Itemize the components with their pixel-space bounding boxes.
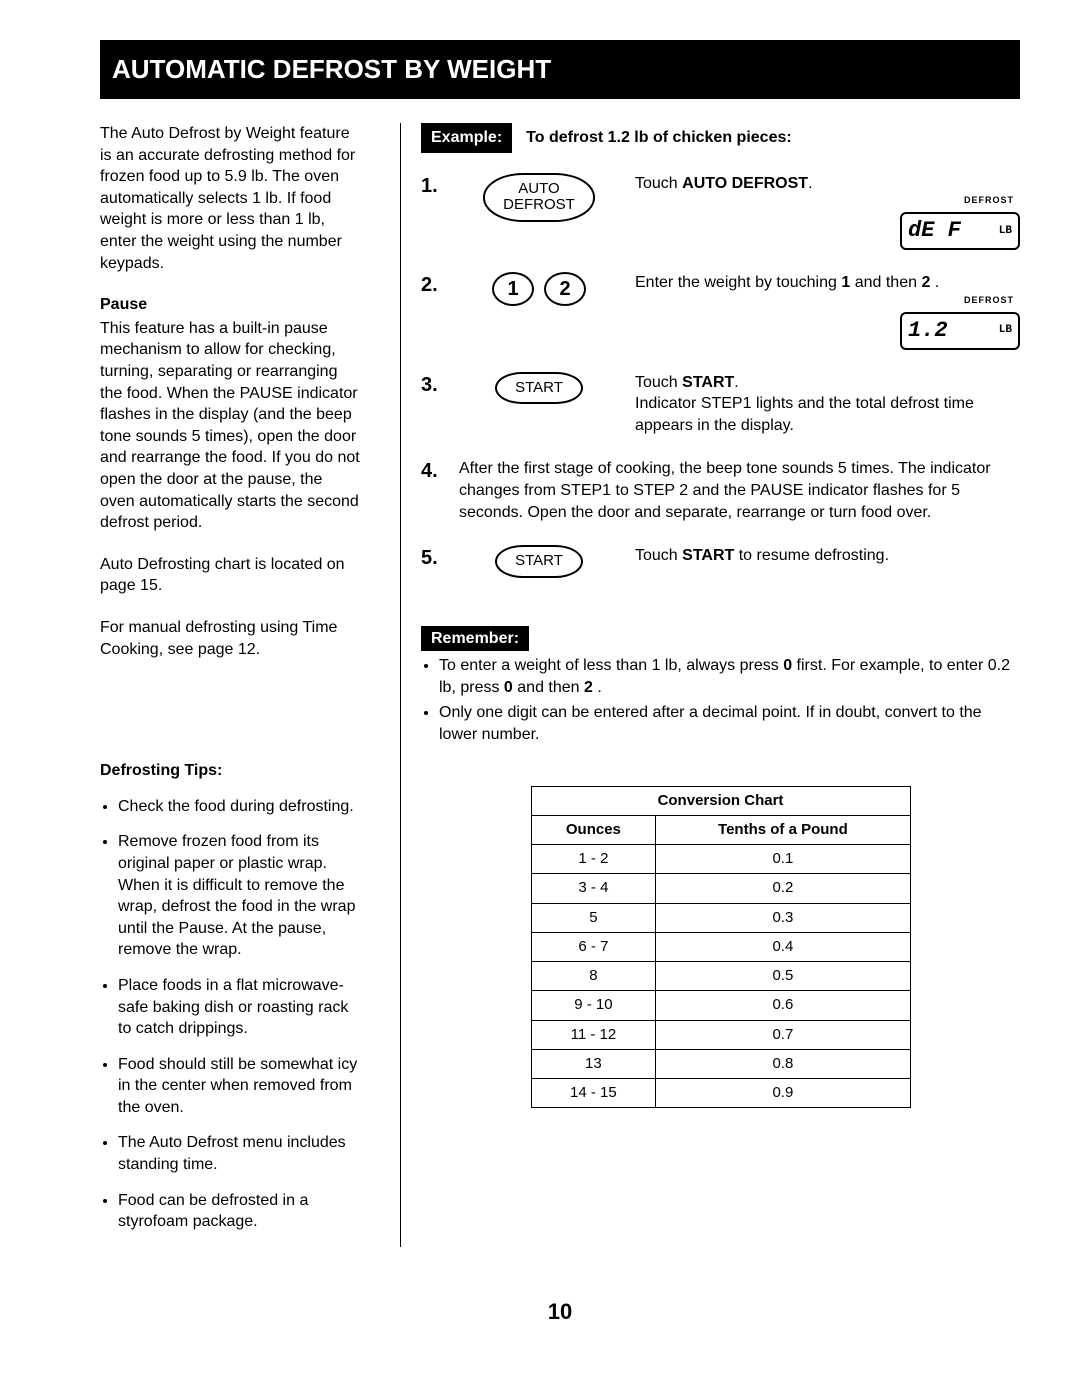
- step2-b1: 1: [841, 274, 850, 291]
- cell: 11 - 12: [531, 1020, 656, 1049]
- cell: 1 - 2: [531, 845, 656, 874]
- table-row: 11 - 120.7: [531, 1020, 910, 1049]
- step1-bold: AUTO DEFROST: [682, 175, 808, 192]
- step3-desc: Indicator STEP1 lights and the total def…: [635, 393, 1020, 436]
- step5-text2: to resume defrosting.: [734, 547, 889, 564]
- cell: 0.4: [656, 932, 910, 961]
- tip-item: The Auto Defrost menu includes standing …: [118, 1132, 360, 1175]
- cell: 0.6: [656, 991, 910, 1020]
- right-column: Example: To defrost 1.2 lb of chicken pi…: [400, 123, 1020, 1247]
- tip-item: Food should still be somewhat icy in the…: [118, 1054, 360, 1119]
- step-number: 3.: [421, 372, 443, 399]
- keypad-1-button[interactable]: 1: [492, 272, 534, 306]
- left-column: The Auto Defrost by Weight feature is an…: [100, 123, 360, 1247]
- example-label: Example:: [421, 123, 512, 153]
- cell: 0.8: [656, 1049, 910, 1078]
- remember-item: To enter a weight of less than 1 lb, alw…: [439, 655, 1020, 698]
- start-button[interactable]: START: [495, 545, 583, 578]
- table-row: 9 - 100.6: [531, 991, 910, 1020]
- display-box: 1.2 LB: [900, 312, 1020, 350]
- pause-text: This feature has a built-in pause mechan…: [100, 318, 360, 534]
- page-title: AUTOMATIC DEFROST BY WEIGHT: [100, 40, 1020, 99]
- conv-header-tenths: Tenths of a Pound: [656, 815, 910, 844]
- step3-bold: START: [682, 374, 734, 391]
- tip-item: Check the food during defrosting.: [118, 796, 360, 818]
- rem-b: 0: [783, 657, 792, 674]
- remember-section: Remember: To enter a weight of less than…: [421, 628, 1020, 746]
- conv-title: Conversion Chart: [531, 786, 910, 815]
- step3-text: Touch: [635, 374, 682, 391]
- step2-b2: 2: [921, 274, 930, 291]
- auto-defrost-button[interactable]: AUTO DEFROST: [483, 173, 595, 222]
- step2-text3: .: [930, 274, 939, 291]
- cell: 0.5: [656, 962, 910, 991]
- pause-heading: Pause: [100, 294, 360, 316]
- step2-text2: and then: [850, 274, 921, 291]
- tip-item: Remove frozen food from its original pap…: [118, 831, 360, 961]
- cell: 13: [531, 1049, 656, 1078]
- display-label: DEFROST: [635, 294, 1014, 306]
- cell: 0.3: [656, 903, 910, 932]
- step-number: 2.: [421, 272, 443, 299]
- table-row: 80.5: [531, 962, 910, 991]
- rem-b: 2: [584, 679, 593, 696]
- display-value: 1.2: [908, 316, 948, 346]
- tips-heading: Defrosting Tips:: [100, 760, 360, 782]
- rem-txt: and then: [513, 679, 584, 696]
- tip-item: Food can be defrosted in a styrofoam pac…: [118, 1190, 360, 1233]
- example-text: To defrost 1.2 lb of chicken pieces:: [526, 127, 792, 149]
- table-row: 6 - 70.4: [531, 932, 910, 961]
- cell: 14 - 15: [531, 1079, 656, 1108]
- tips-list: Check the food during defrosting. Remove…: [100, 796, 360, 1233]
- display-value: dE F: [908, 216, 961, 246]
- rem-txt: To enter a weight of less than 1 lb, alw…: [439, 657, 783, 674]
- step-2: 2. 1 2 Enter the weight by touching 1 an…: [421, 272, 1020, 349]
- cell: 3 - 4: [531, 874, 656, 903]
- cell: 6 - 7: [531, 932, 656, 961]
- cell: 0.7: [656, 1020, 910, 1049]
- step5-bold: START: [682, 547, 734, 564]
- step-3: 3. START Touch START. Indicator STEP1 li…: [421, 372, 1020, 437]
- cell: 0.2: [656, 874, 910, 903]
- step-number: 4.: [421, 458, 443, 485]
- conv-header-ounces: Ounces: [531, 815, 656, 844]
- page-number: 10: [100, 1297, 1020, 1327]
- cell: 0.9: [656, 1079, 910, 1108]
- table-row: 3 - 40.2: [531, 874, 910, 903]
- table-row: 50.3: [531, 903, 910, 932]
- table-row: 130.8: [531, 1049, 910, 1078]
- step5-text: Touch: [635, 547, 682, 564]
- intro-text: The Auto Defrost by Weight feature is an…: [100, 123, 360, 274]
- remember-label: Remember:: [421, 626, 529, 651]
- cell: 9 - 10: [531, 991, 656, 1020]
- chart-note: Auto Defrosting chart is located on page…: [100, 554, 360, 597]
- display-box: dE F LB: [900, 212, 1020, 250]
- step1-text: Touch: [635, 175, 682, 192]
- step4-text: After the first stage of cooking, the be…: [459, 458, 1020, 523]
- display-unit: LB: [999, 323, 1012, 338]
- step-5: 5. START Touch START to resume defrostin…: [421, 545, 1020, 578]
- manual-note: For manual defrosting using Time Cooking…: [100, 617, 360, 660]
- remember-item: Only one digit can be entered after a de…: [439, 702, 1020, 745]
- start-button[interactable]: START: [495, 372, 583, 405]
- step-4: 4. After the first stage of cooking, the…: [421, 458, 1020, 523]
- rem-txt: .: [593, 679, 602, 696]
- step-number: 1.: [421, 173, 443, 200]
- table-row: 1 - 20.1: [531, 845, 910, 874]
- conversion-chart: Conversion Chart Ounces Tenths of a Poun…: [531, 786, 911, 1109]
- keypad-2-button[interactable]: 2: [544, 272, 586, 306]
- cell: 0.1: [656, 845, 910, 874]
- display-label: DEFROST: [635, 194, 1014, 206]
- tip-item: Place foods in a flat microwave-safe bak…: [118, 975, 360, 1040]
- table-row: 14 - 150.9: [531, 1079, 910, 1108]
- step-1: 1. AUTO DEFROST Touch AUTO DEFROST. DEFR…: [421, 173, 1020, 250]
- step1-text2: .: [808, 175, 812, 192]
- display-unit: LB: [999, 224, 1012, 239]
- step3-text2: .: [734, 374, 738, 391]
- step2-text: Enter the weight by touching: [635, 274, 841, 291]
- rem-b: 0: [504, 679, 513, 696]
- step-number: 5.: [421, 545, 443, 572]
- cell: 8: [531, 962, 656, 991]
- cell: 5: [531, 903, 656, 932]
